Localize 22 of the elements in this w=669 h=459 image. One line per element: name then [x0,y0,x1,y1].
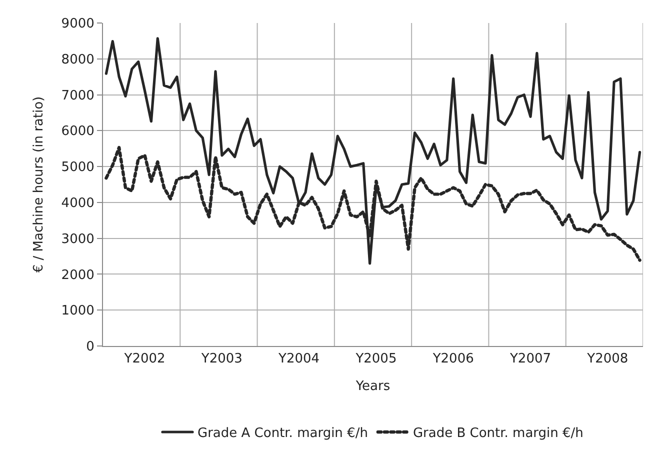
legend-label: Grade B Contr. margin €/h [412,426,584,442]
y-tick-label: 5000 [61,160,94,176]
x-tick-label: Y2007 [508,352,552,367]
x-tick-label: Y2004 [278,352,320,367]
x-tick-label: Y2002 [123,352,166,367]
y-tick-label: 4000 [61,196,94,211]
x-tick-label: Y2006 [432,352,474,367]
y-axis-title: € / Machine hours (in ratio) [31,96,46,273]
line-series [104,37,642,265]
x-tick-label: Y2003 [200,352,242,367]
y-tick-label: 0 [86,340,94,355]
y-tick-label: 3000 [61,232,94,247]
x-axis-title: Years [354,379,390,394]
y-tick-label: 6000 [61,124,94,140]
x-tick-label: Y2008 [586,352,628,367]
y-tick-label: 8000 [61,52,94,68]
y-tick-label: 1000 [61,304,94,319]
y-tick-label: 9000 [61,16,94,32]
y-tick-label: 7000 [61,88,94,104]
x-tick-label: Y2005 [354,352,397,367]
y-tick-label: 2000 [61,268,94,283]
legend-label: Grade A Contr. margin €/h [198,426,368,442]
